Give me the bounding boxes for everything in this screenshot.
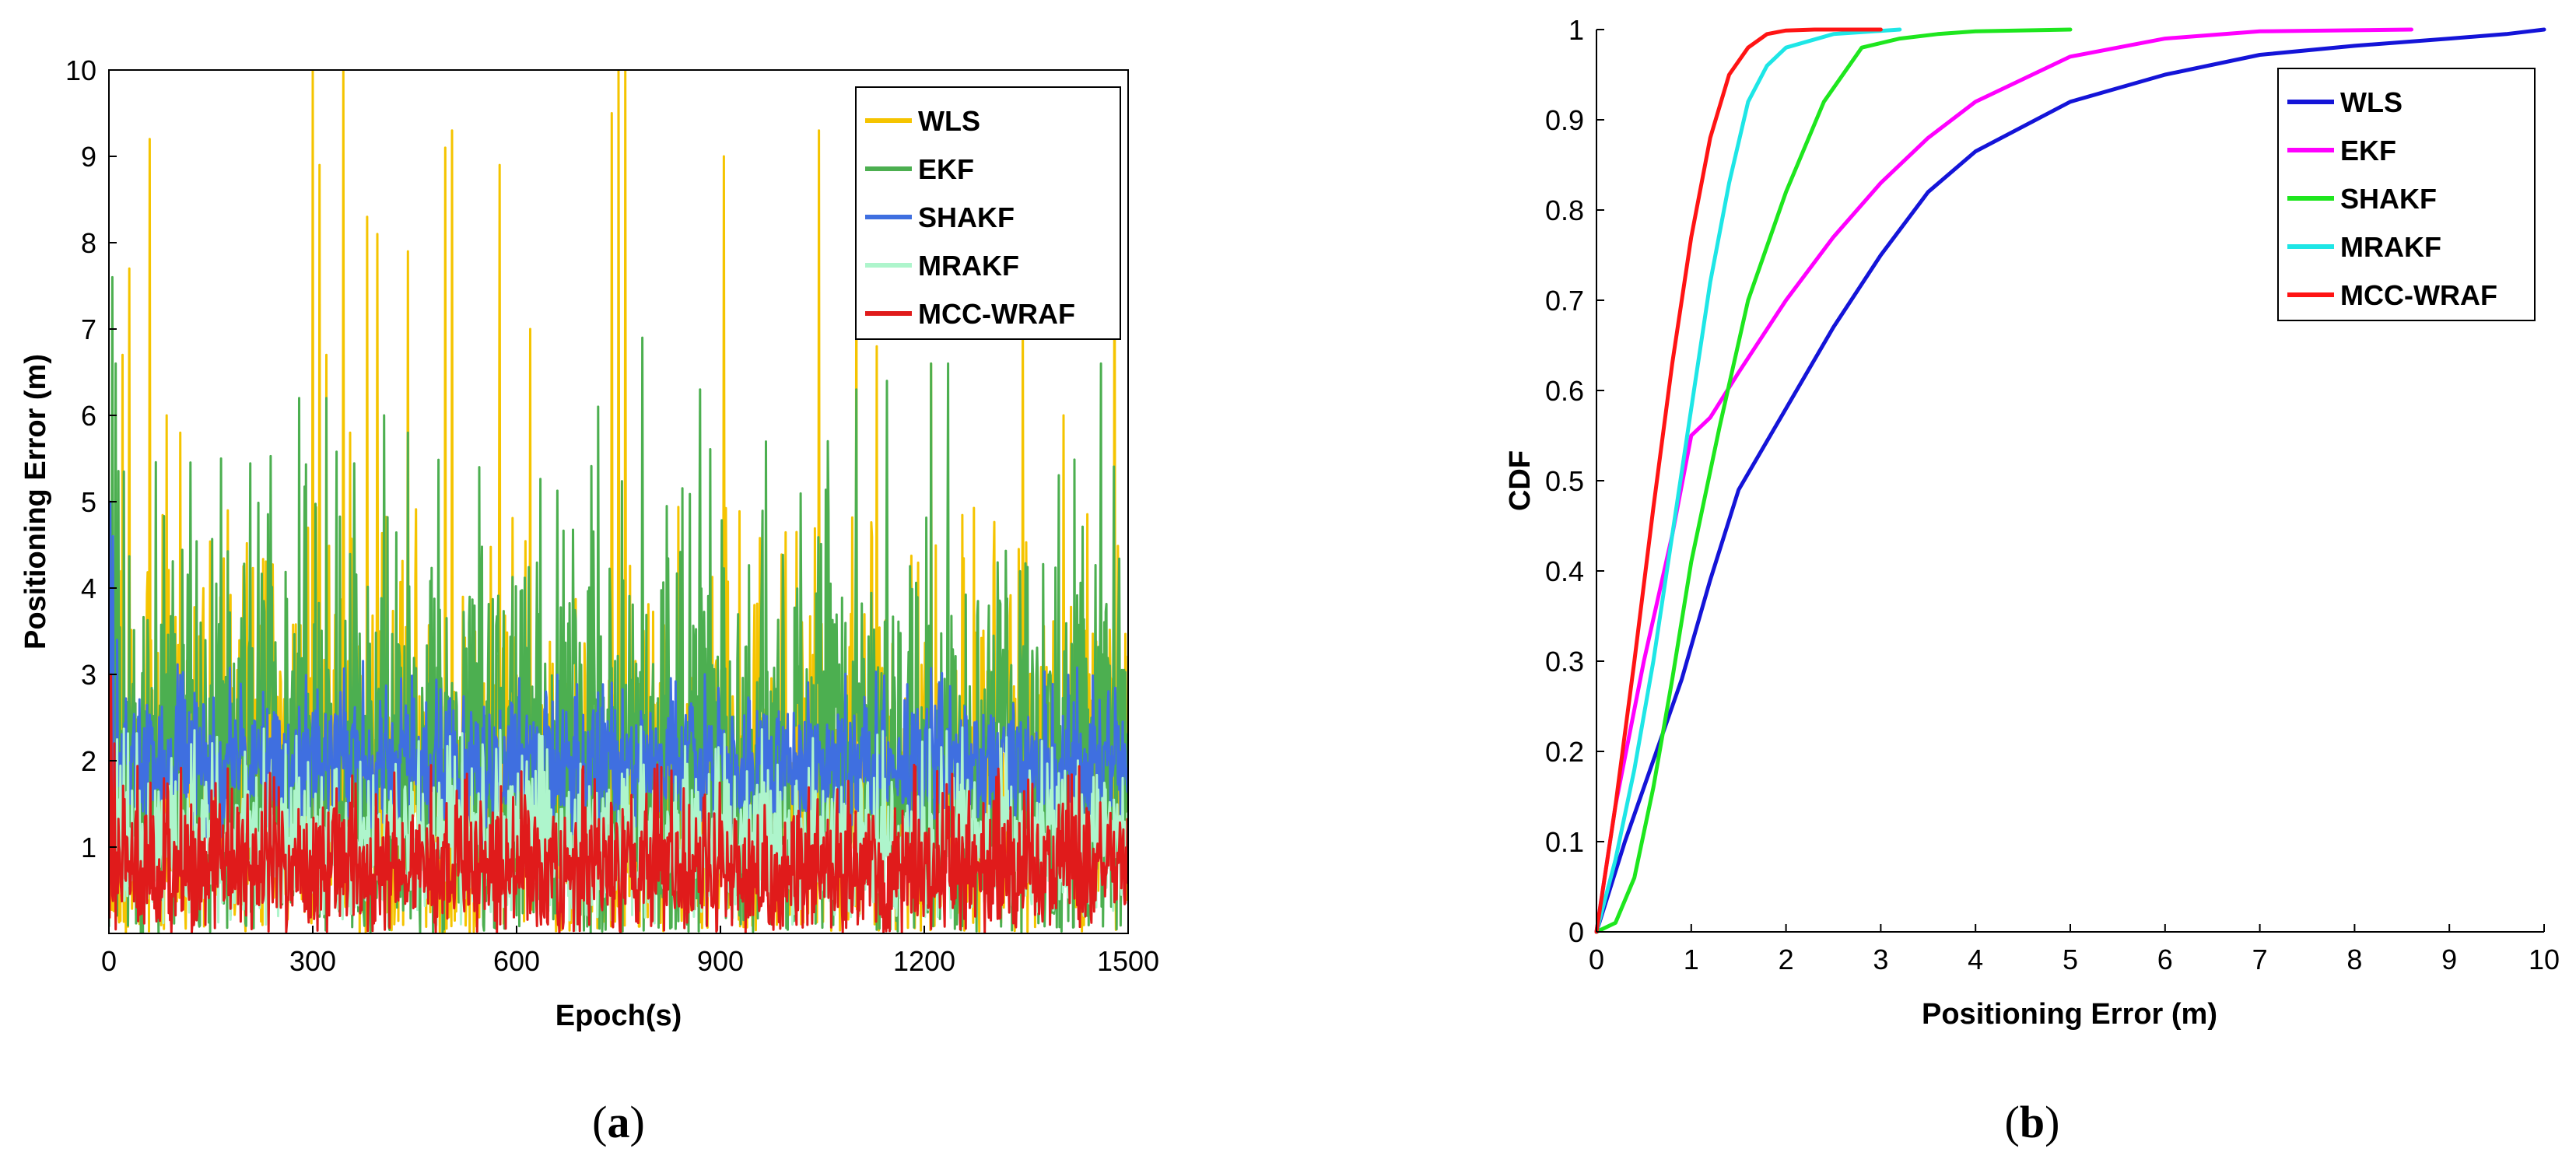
panel-b-legend-label-shakf: SHAKF — [2340, 183, 2437, 215]
panel-b-series-shakf — [1594, 27, 2073, 934]
panel-b-series-group — [1594, 27, 2546, 934]
panel-b-ytick-label: 0 — [1568, 916, 1584, 948]
panel-b-legend-label-ekf: EKF — [2340, 135, 2396, 166]
panel-a-ytick-label: 4 — [81, 572, 96, 604]
panel-a-legend-label-wls: WLS — [918, 105, 980, 137]
panel-b-xlabel: Positioning Error (m) — [1922, 998, 2217, 1031]
panel-a-legend-label-mcc-wraf: MCC-WRAF — [918, 298, 1075, 330]
panel-b-series-wls — [1594, 27, 2546, 934]
panel-a-caption-open: ( — [592, 1097, 607, 1147]
panel-b-ytick-label: 0.8 — [1545, 194, 1584, 226]
panel-b-xtick-label: 0 — [1589, 944, 1604, 975]
panel-a-legend-label-shakf: SHAKF — [918, 201, 1015, 233]
panel-b-caption: (b) — [2005, 1097, 2060, 1147]
panel-a-ytick-label: 5 — [81, 486, 96, 518]
panel-b-xtick-label: 10 — [2529, 944, 2560, 975]
panel-b-ytick-label: 0.3 — [1545, 646, 1584, 678]
panel-a-series-shakf — [109, 500, 1128, 846]
panel-a-ytick-label: 8 — [81, 227, 96, 259]
panel-b-caption-close: ) — [2045, 1097, 2059, 1147]
panel-b-caption-letter: b — [2020, 1097, 2045, 1147]
panel-b-xtick-label: 6 — [2157, 944, 2173, 975]
panel-a-ytick-label: 6 — [81, 400, 96, 432]
panel-a-ylabel: Positioning Error (m) — [19, 354, 52, 650]
panel-b-series-mrakf — [1594, 27, 1902, 934]
panel-a-xtick-label: 600 — [493, 945, 540, 977]
panel-b-xtick-label: 5 — [2063, 944, 2078, 975]
panel-a-xtick-label: 900 — [697, 945, 744, 977]
panel-b-xtick-label: 4 — [1968, 944, 1983, 975]
panel-b-ticks: 0 1 2 3 4 5 6 7 8 9 10 0 0.1 0.2 0.3 0.4 0.5 0.6 0.7 0.8 0.9… — [1545, 14, 2560, 975]
panel-b-xtick-label: 1 — [1684, 944, 1699, 975]
panel-b-xtick-label: 9 — [2441, 944, 2457, 975]
panel-b-ytick-label: 0.6 — [1545, 375, 1584, 407]
panel-a-ytick-label: 3 — [81, 659, 96, 691]
panel-b-ytick-label: 0.1 — [1545, 826, 1584, 858]
panel-b-ytick-label: 1 — [1568, 14, 1584, 46]
panel-a-ticks: 0 300 600 900 1200 1500 1 2 3 4 5 6 7 8 9 10 — [65, 54, 1159, 977]
panel-a-xtick-label: 1500 — [1097, 945, 1159, 977]
panel-b-series-ekf — [1594, 27, 2413, 934]
panel-a-caption-letter: a — [608, 1097, 630, 1147]
panel-b-xtick-label: 7 — [2252, 944, 2268, 975]
panel-a-caption-close: ) — [630, 1097, 645, 1147]
panel-b-legend-label-wls: WLS — [2340, 86, 2403, 118]
panel-b-ytick-label: 0.7 — [1545, 285, 1584, 317]
panel-a-xtick-label: 0 — [101, 945, 117, 977]
panel-b-legend-box — [2277, 68, 2536, 321]
panel-b-legend: WLS EKF SHAKF MRAKF MCC-WRAF — [2277, 68, 2536, 321]
panel-a-legend: WLS EKF SHAKF MRAKF MCC-WRAF — [855, 86, 1121, 340]
panel-a-caption: (a) — [592, 1097, 645, 1147]
panel-b-caption-open: ( — [2005, 1097, 2020, 1147]
panel-a-legend-label-ekf: EKF — [918, 153, 974, 185]
panel-b-xtick-label: 8 — [2346, 944, 2362, 975]
panel-b-legend-label-mcc-wraf: MCC-WRAF — [2340, 279, 2497, 311]
panel-b-ytick-label: 0.9 — [1545, 104, 1584, 136]
panel-b-xtick-label: 3 — [1873, 944, 1888, 975]
panel-b-series-mcc-wraf — [1594, 27, 1883, 934]
panel-b-ytick-label: 0.2 — [1545, 736, 1584, 768]
panel-b-xtick-label: 2 — [1779, 944, 1794, 975]
panel-b-legend-label-mrakf: MRAKF — [2340, 231, 2441, 263]
panel-a-ytick-label: 1 — [81, 832, 96, 863]
panel-a-ytick-label: 7 — [81, 313, 96, 345]
panel-a-ytick-label: 9 — [81, 141, 96, 173]
panel-a-xtick-label: 300 — [289, 945, 336, 977]
panel-a-ytick-label: 10 — [65, 54, 96, 86]
panel-a-ytick-label: 2 — [81, 745, 96, 777]
panel-a-legend-box — [855, 86, 1121, 340]
panel-a-legend-label-mrakf: MRAKF — [918, 250, 1019, 282]
panel-b: 0 1 2 3 4 5 6 7 8 9 10 0 0.1 0.2 0.3 0.4 0.5 0.6 0.7 0.8 0.9… — [1504, 14, 2560, 1147]
panel-a-xtick-label: 1200 — [893, 945, 955, 977]
panel-a-series-mcc-wraf — [109, 673, 1128, 933]
panel-a-xlabel: Epoch(s) — [556, 1000, 682, 1032]
panel-a: 0 300 600 900 1200 1500 1 2 3 4 5 6 7 8 9 10 Epoch(s) P… — [19, 54, 1159, 1147]
panel-b-ytick-label: 0.5 — [1545, 465, 1584, 497]
panel-b-ylabel: CDF — [1504, 450, 1537, 511]
panel-a-series-group — [109, 70, 1128, 933]
panel-b-ytick-label: 0.4 — [1545, 555, 1584, 587]
